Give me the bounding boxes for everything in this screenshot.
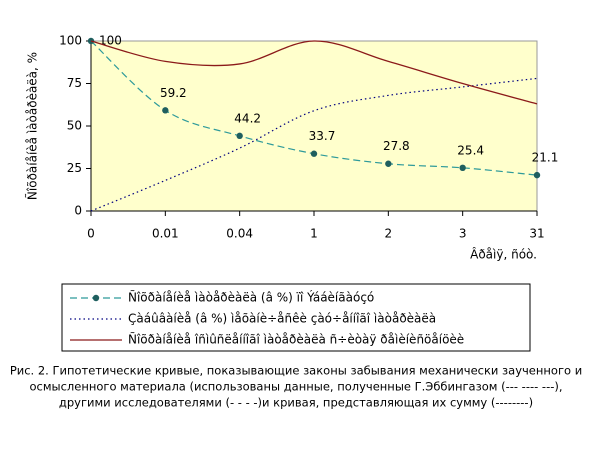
data-label: 44.2 [234, 111, 261, 125]
legend-label: Çàáûâàíèå (â %) ìåõàíè÷åñêè çàó÷åííîãî ì… [128, 312, 436, 326]
legend-label: Ñîõðàíåíèå îñìûñëåííîãî ìàòåðèàëà ñ÷èòàÿ… [128, 332, 464, 347]
x-tick-label: 3 [459, 227, 467, 241]
y-tick-label: 25 [67, 161, 82, 175]
x-tick-label: 0 [87, 227, 95, 241]
data-point [236, 132, 243, 140]
y-tick-label: 75 [67, 76, 82, 90]
legend-marker [92, 294, 100, 302]
data-label: 100 [99, 34, 122, 48]
x-tick-label: 31 [529, 227, 544, 241]
caption-line: Рис. 2. Гипотетические кривые, показываю… [10, 364, 582, 378]
plot-area [90, 40, 538, 212]
data-label: 33.7 [309, 129, 336, 143]
x-tick-label: 0.01 [152, 227, 179, 241]
data-label: 21.1 [532, 151, 559, 165]
x-tick-label: 0.04 [226, 227, 253, 241]
y-axis-label: Ñîõðàíåíèå ìàòåðèàëà, % [25, 52, 40, 200]
series-line [90, 40, 538, 105]
data-label: 25.4 [457, 143, 484, 157]
y-tick-label: 100 [59, 34, 82, 48]
legend-label: Ñîõðàíåíèå ìàòåðèàëà (â %) ïî Ýááèíãàóçó [128, 290, 374, 305]
y-tick-label: 0 [74, 204, 82, 218]
x-axis-label: Âðåìÿ, ñóò. [470, 247, 537, 262]
x-tick-label: 1 [310, 227, 318, 241]
data-label: 59.2 [160, 86, 187, 100]
data-label: 27.8 [383, 139, 410, 153]
data-point [162, 107, 169, 114]
x-tick-label: 2 [385, 227, 393, 241]
data-point [385, 160, 392, 167]
legend [61, 283, 531, 352]
caption-line: осмысленного материала (использованы дан… [29, 380, 562, 394]
data-point [459, 164, 466, 172]
data-point [310, 150, 318, 157]
data-point [533, 171, 541, 179]
y-tick-label: 50 [67, 119, 82, 133]
caption-line: другими исследователями (- - - -)и крива… [59, 396, 533, 410]
